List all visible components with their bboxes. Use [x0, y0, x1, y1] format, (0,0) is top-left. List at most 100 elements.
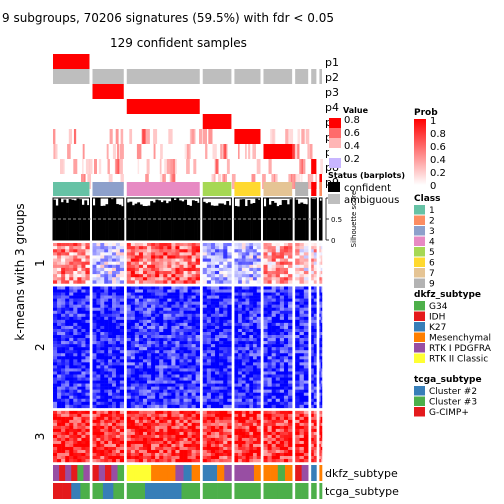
heatmap-cell [112, 344, 117, 348]
heatmap-cell [215, 383, 220, 387]
heatmap-cell [219, 338, 224, 342]
heatmap-cell [238, 395, 243, 400]
heatmap-cell [238, 365, 243, 369]
heatmap-cell [234, 377, 239, 381]
heatmap-cell [73, 362, 78, 366]
heatmap-cell [119, 252, 125, 256]
heatmap-cell [61, 249, 66, 253]
heatmap-cell [267, 319, 272, 324]
heatmap-cell [215, 338, 220, 342]
heatmap-cell [215, 301, 220, 305]
heatmap-cell [142, 335, 148, 339]
heatmap-cell [215, 353, 220, 357]
prob-row-cell [290, 144, 296, 159]
heatmap-cell [65, 383, 70, 387]
heatmap-cell [147, 252, 152, 256]
heatmap-cell [288, 347, 293, 351]
heatmap-cell [115, 261, 121, 266]
heatmap-cell [126, 389, 132, 393]
heatmap-cell [191, 301, 196, 305]
heatmap-cell [142, 356, 148, 360]
heatmap-cell [119, 371, 125, 375]
heatmap-cell [147, 404, 152, 409]
heatmap-cell [108, 374, 113, 378]
heatmap-cell [227, 395, 232, 400]
heatmap-cell [134, 446, 140, 451]
heatmap-cell [249, 395, 254, 400]
heatmap-cell [283, 313, 289, 318]
heatmap-cell [215, 410, 220, 415]
heatmap-cell [279, 332, 285, 336]
annotation-cell [145, 483, 164, 499]
prob-row-cell [295, 144, 300, 159]
heatmap-cell [151, 325, 156, 330]
heatmap-cell [73, 295, 78, 299]
heatmap-cell [288, 325, 293, 330]
chart-title: 9 subgroups, 70206 signatures (59.5%) wi… [2, 11, 334, 25]
heatmap-cell [187, 252, 192, 256]
heatmap-cell [167, 304, 172, 308]
heatmap-cell [267, 255, 272, 259]
heatmap-cell [256, 446, 261, 451]
class-legend-swatch [414, 257, 425, 267]
heatmap-cell [96, 310, 101, 315]
heatmap-cell [215, 398, 220, 403]
heatmap-cell [299, 264, 305, 269]
heatmap-cell [159, 325, 164, 330]
heatmap-cell [53, 440, 58, 445]
heatmap-cell [151, 322, 156, 327]
heatmap-cell [219, 458, 224, 463]
heatmap-cell [65, 440, 70, 445]
heatmap-cell [115, 350, 121, 354]
heatmap-cell [253, 271, 257, 275]
heatmap-cell [241, 322, 246, 327]
heatmap-cell [112, 301, 117, 305]
heatmap-cell [69, 255, 74, 259]
heatmap-cell [187, 264, 192, 269]
heatmap-cell [241, 261, 246, 266]
heatmap-cell [119, 350, 125, 354]
heatmap-cell [210, 401, 216, 406]
heatmap-cell [142, 398, 148, 403]
heatmap-cell [253, 386, 257, 390]
heatmap-cell [61, 455, 66, 460]
heatmap-cell [311, 386, 315, 390]
heatmap-cell [57, 422, 62, 427]
prob-row-cell [289, 174, 292, 189]
heatmap-cell [138, 307, 144, 312]
heatmap-cell [311, 322, 315, 327]
heatmap-cell [303, 353, 309, 357]
heatmap-cell [223, 298, 228, 302]
heatmap-cell [100, 332, 105, 336]
heatmap-cell [256, 419, 261, 424]
heatmap-cell [187, 277, 192, 281]
heatmap-cell [267, 434, 272, 439]
heatmap-cell [92, 295, 97, 299]
heatmap-cell [92, 383, 97, 387]
heatmap-cell [92, 335, 97, 339]
heatmap-cell [53, 328, 58, 333]
heatmap-cell [238, 383, 243, 387]
heatmap-cell [115, 353, 121, 357]
heatmap-cell [311, 395, 315, 400]
heatmap-cell [92, 356, 97, 360]
heatmap-cell [313, 374, 317, 378]
heatmap-cell [134, 243, 140, 247]
heatmap-cell [191, 313, 196, 318]
heatmap-cell [69, 267, 74, 272]
heatmap-cell [295, 335, 300, 339]
heatmap-cell [130, 261, 136, 266]
heatmap-cell [215, 264, 220, 269]
heatmap-cell [69, 347, 74, 351]
heatmap-cell [53, 386, 58, 390]
heatmap-cell [151, 437, 156, 442]
heatmap-cell [92, 437, 97, 442]
heatmap-cell [275, 338, 281, 342]
heatmap-cell [171, 295, 176, 299]
heatmap-cell [283, 246, 289, 250]
heatmap-cell [53, 377, 58, 381]
heatmap-cell [299, 398, 305, 403]
heatmap-cell [249, 359, 254, 363]
heatmap-cell [65, 341, 70, 345]
heatmap-cell [288, 304, 293, 308]
